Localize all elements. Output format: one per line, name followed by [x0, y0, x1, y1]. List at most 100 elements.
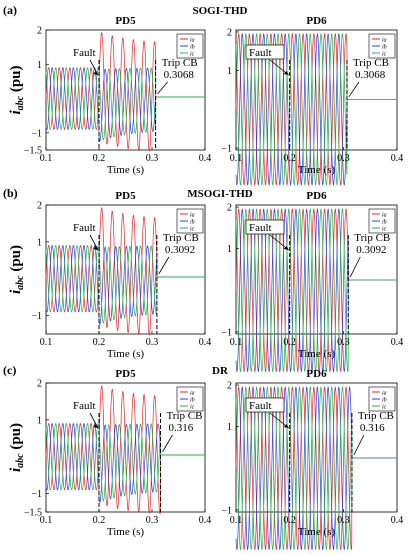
series-line-ic — [45, 67, 205, 141]
series-line-ic — [45, 423, 205, 502]
legend-label-ic: ic — [382, 227, 387, 233]
legend-label-ib: ib — [382, 220, 387, 226]
legend-label-ic: ic — [382, 405, 387, 411]
y-tick-label: −1.5 — [24, 508, 42, 519]
legend-box — [368, 33, 396, 59]
panel-title: PD6 — [306, 368, 327, 380]
y-axis-label: iabc (pu) — [8, 423, 26, 472]
trip-arrow — [162, 434, 173, 453]
x-tick-label: 0.4 — [391, 153, 404, 164]
series-line-ic — [45, 245, 205, 324]
legend-label-ib: ib — [190, 398, 195, 404]
x-tick-label: 0.1 — [40, 153, 53, 164]
fault-label: Fault — [249, 222, 272, 234]
x-axis-label: Time (s) — [107, 348, 145, 360]
legend-label-ib: ib — [190, 45, 195, 51]
x-tick-label: 0.2 — [93, 337, 106, 348]
y-tick-label: −1 — [221, 327, 232, 338]
trip-time-label: 0.316 — [168, 422, 193, 434]
y-axis-label-main: i — [8, 110, 24, 115]
panel-title: PD5 — [115, 190, 136, 202]
trip-time-label: 0.3092 — [165, 244, 195, 256]
fault-label: Fault — [73, 47, 96, 59]
x-axis-label: Time (s) — [107, 164, 145, 176]
y-tick-label: 1 — [227, 422, 232, 433]
legend-label-ic: ic — [190, 227, 195, 233]
panel-letter: (b) — [3, 186, 18, 200]
x-axis-label: Time (s) — [298, 526, 336, 538]
legend-label-ia: ia — [190, 38, 195, 44]
y-axis-label-sub: abc — [15, 95, 26, 110]
panel-title: PD6 — [306, 190, 327, 202]
y-tick-label: 1 — [227, 66, 232, 77]
fault-arrowhead — [283, 424, 289, 428]
y-axis-label-sub: abc — [15, 275, 26, 290]
trip-label: Trip CB — [163, 232, 199, 244]
y-tick-label: 1 — [37, 237, 42, 248]
method-title: SOGI-THD — [192, 5, 247, 17]
x-tick-label: 0.1 — [230, 515, 243, 526]
y-tick-label: −1 — [221, 505, 232, 516]
trip-label: Trip CB — [162, 57, 198, 69]
x-axis-label: Time (s) — [298, 164, 336, 176]
fault-arrowhead — [93, 424, 98, 428]
fault-arrowhead — [283, 246, 289, 250]
x-tick-label: 0.1 — [230, 337, 243, 348]
panel-letter: (a) — [3, 3, 17, 17]
x-tick-label: 0.2 — [283, 337, 296, 348]
trip-time-label: 0.3068 — [355, 69, 386, 81]
legend-label-ia: ia — [382, 38, 387, 44]
trip-label: Trip CB — [354, 232, 390, 244]
legend-label-ia: ia — [382, 213, 387, 219]
y-axis-label-unit: (pu) — [8, 423, 24, 453]
y-tick-label: 2 — [227, 381, 232, 392]
series-line-ic — [235, 32, 397, 186]
legend-label-ia: ia — [190, 391, 195, 397]
x-tick-label: 0.4 — [199, 153, 212, 164]
x-tick-label: 0.2 — [93, 153, 106, 164]
y-tick-label: 2 — [37, 379, 42, 390]
trip-arrow — [353, 434, 365, 456]
y-tick-label: −1 — [31, 311, 42, 322]
x-tick-label: 0.4 — [391, 515, 404, 526]
x-tick-label: 0.3 — [337, 153, 350, 164]
trip-time-label: 0.3092 — [356, 244, 386, 256]
trip-time-label: 0.316 — [360, 422, 385, 434]
trip-time-label: 0.3068 — [164, 69, 195, 81]
y-tick-label: −1 — [221, 144, 232, 155]
x-tick-label: 0.3 — [146, 515, 159, 526]
y-tick-label: −1 — [31, 489, 42, 500]
panel-title: PD5 — [115, 15, 136, 27]
y-axis-label: iabc (pu) — [8, 245, 26, 294]
x-axis-label: Time (s) — [107, 526, 145, 538]
x-tick-label: 0.1 — [230, 153, 243, 164]
y-tick-label: 1 — [227, 244, 232, 255]
panel-letter: (c) — [3, 363, 16, 377]
y-tick-label: 2 — [227, 27, 232, 38]
y-tick-label: −1.5 — [24, 146, 42, 157]
x-tick-label: 0.2 — [283, 153, 296, 164]
x-tick-label: 0.4 — [199, 337, 212, 348]
fault-arrowhead — [93, 71, 98, 75]
y-tick-label: 1 — [37, 415, 42, 426]
legend-label-ib: ib — [190, 220, 195, 226]
y-axis-label-unit: (pu) — [8, 245, 24, 275]
legend-label-ib: ib — [382, 398, 387, 404]
fault-box — [245, 44, 285, 60]
y-tick-label: 2 — [37, 201, 42, 212]
x-tick-label: 0.1 — [40, 515, 53, 526]
y-tick-label: 2 — [227, 203, 232, 214]
y-tick-label: 2 — [37, 26, 42, 37]
legend-label-ic: ic — [382, 52, 387, 58]
x-tick-label: 0.4 — [391, 337, 404, 348]
y-axis-label-main: i — [8, 289, 24, 294]
fault-box — [245, 397, 285, 413]
fault-arrowhead — [93, 246, 98, 250]
y-axis-label-unit: (pu) — [8, 65, 24, 95]
panel-title: PD6 — [306, 15, 327, 27]
legend-label-ia: ia — [382, 391, 387, 397]
